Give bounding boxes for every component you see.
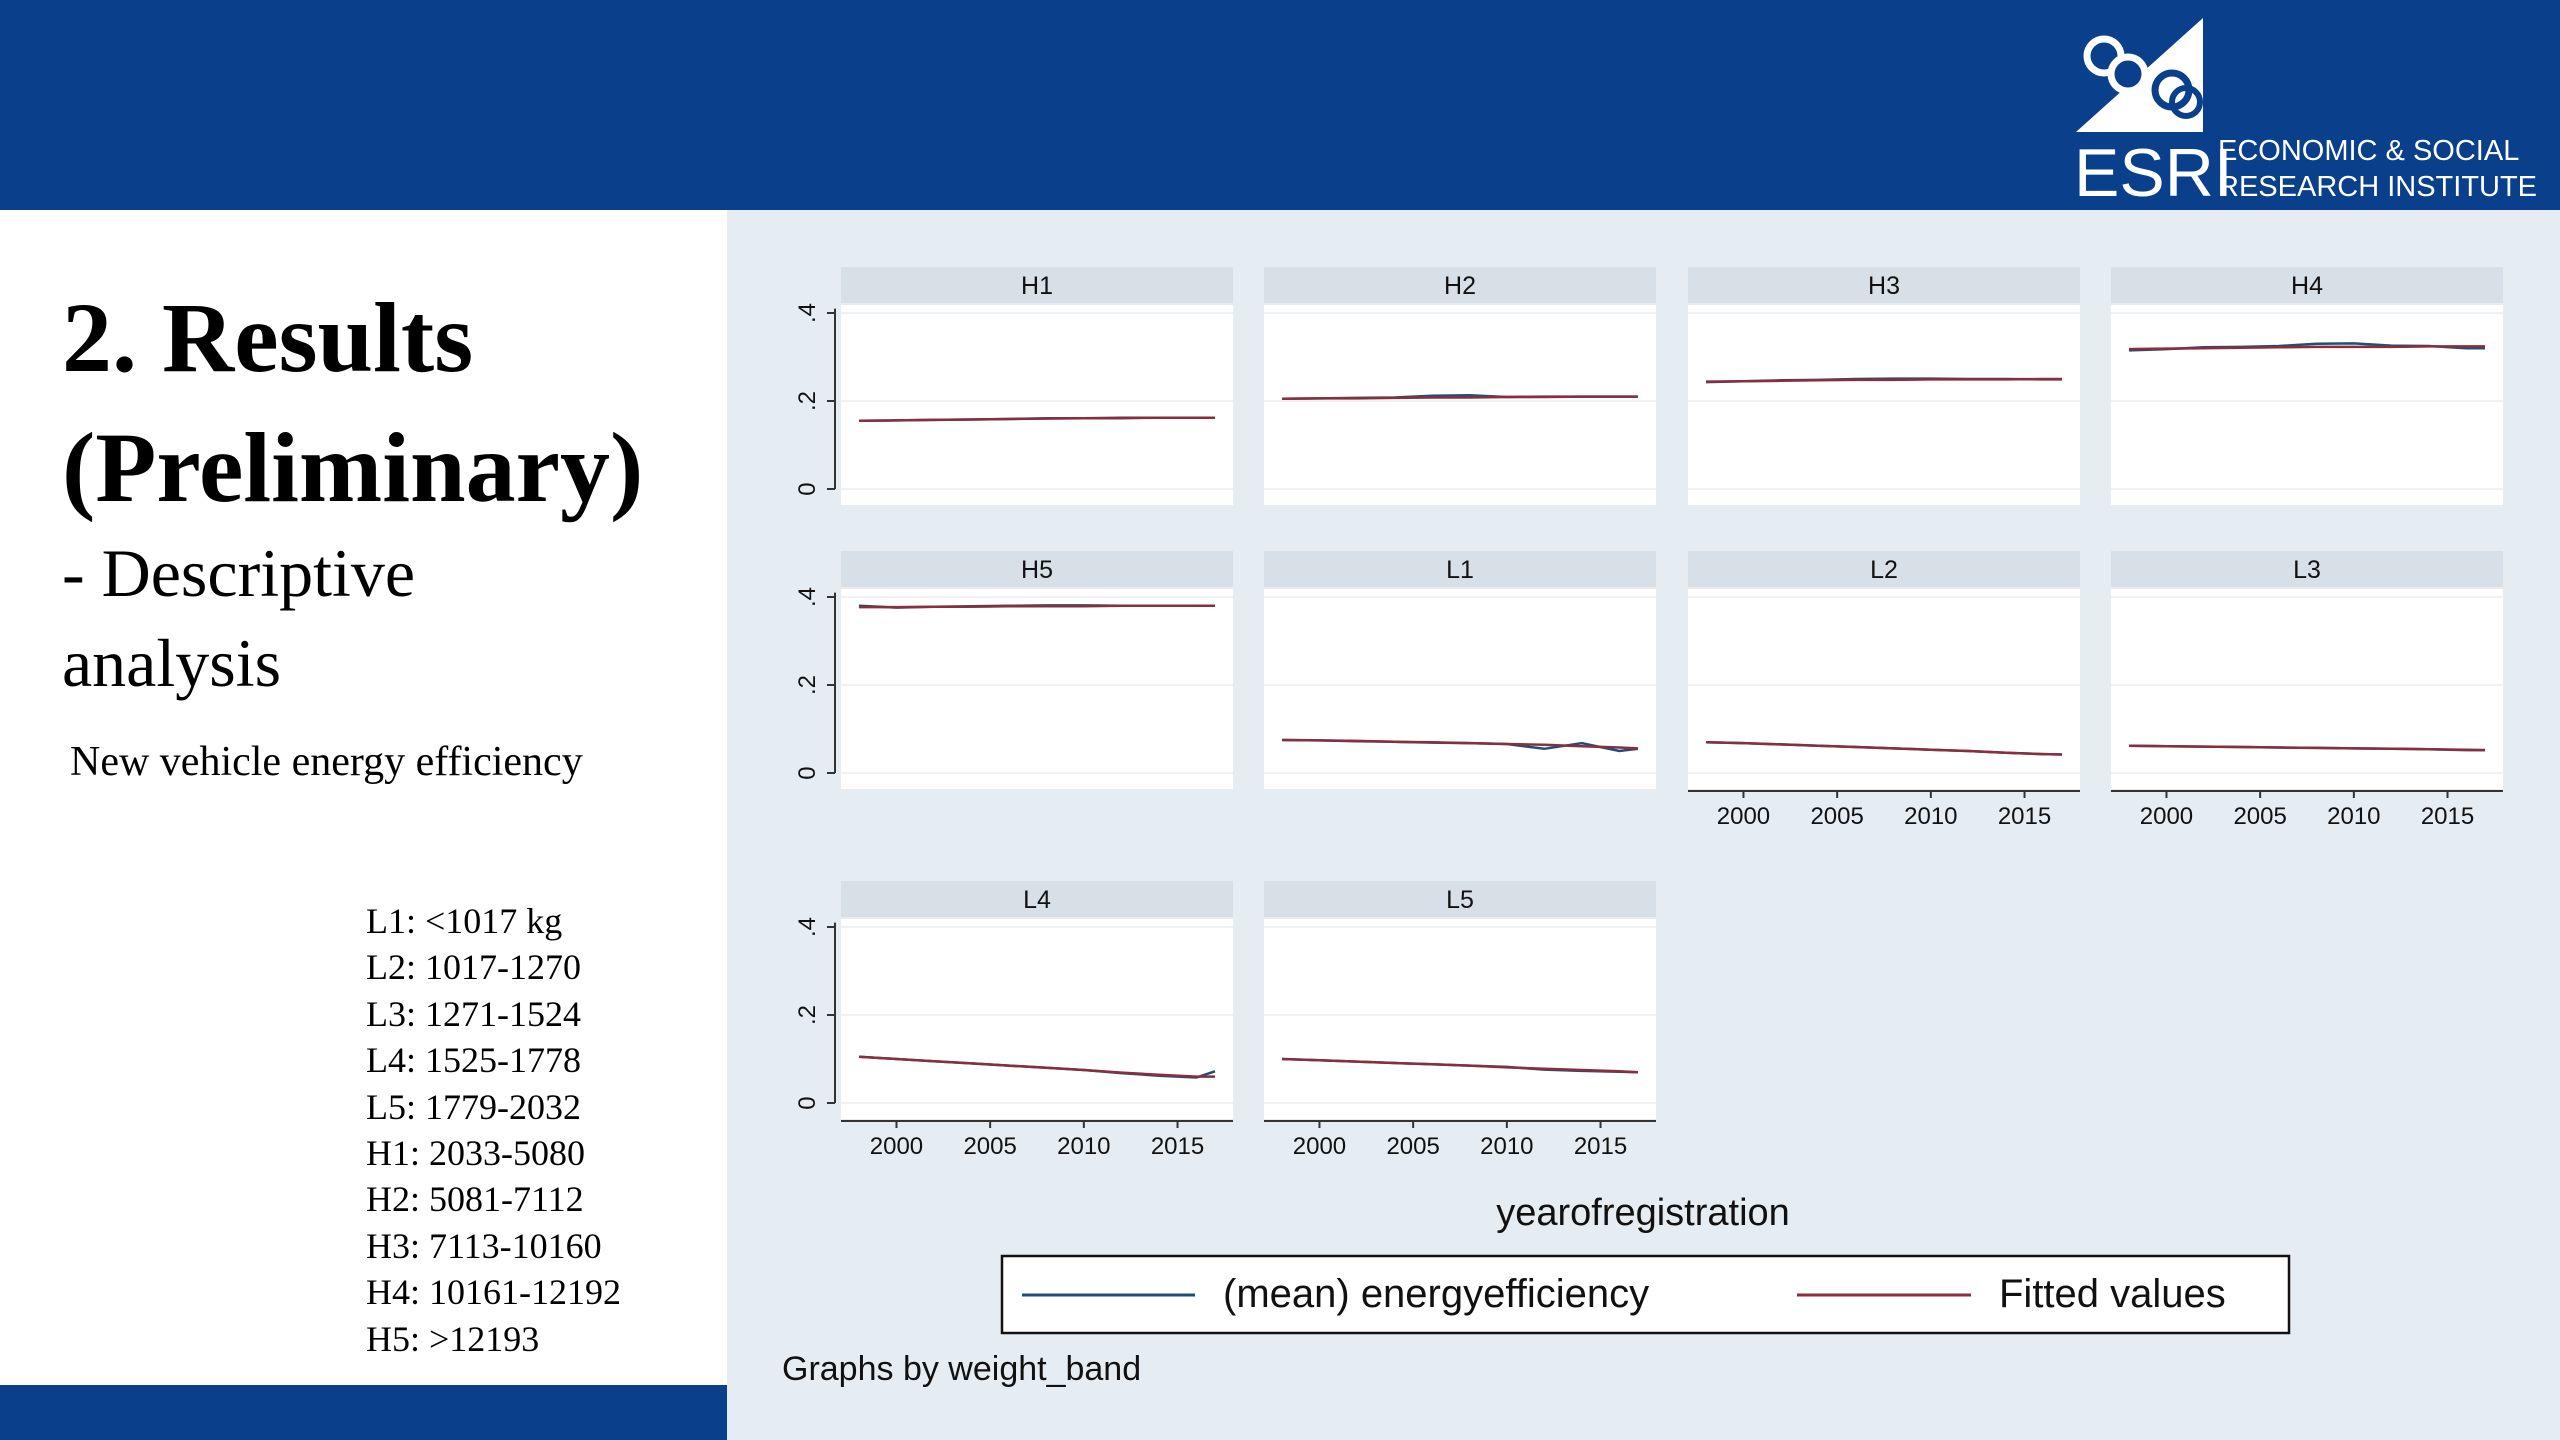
legend-box <box>1000 1254 2291 1335</box>
fitted-series-line <box>1705 740 2063 756</box>
band-item: H5: >12193 <box>366 1318 540 1359</box>
x-tick-label: 2010 <box>2327 803 2380 830</box>
x-tick-label: 2000 <box>1293 1133 1346 1160</box>
fitted-series-line <box>858 1055 1215 1078</box>
fitted-series-line <box>858 416 1215 423</box>
x-tick-label: 2005 <box>1386 1133 1439 1160</box>
panel-title: H5 <box>1021 556 1053 584</box>
x-tick-label: 2015 <box>1998 803 2051 830</box>
fitted-series-line <box>1281 738 1639 750</box>
x-tick-label: 2010 <box>1904 803 1957 830</box>
slide-note: New vehicle energy efficiency <box>70 739 583 785</box>
slide-subtitle-line2: analysis <box>62 625 282 701</box>
legend-label-fitted: Fitted values <box>1999 1272 2226 1316</box>
band-item: H2: 5081-7112 <box>366 1179 584 1220</box>
panel-strip <box>841 881 1233 917</box>
slide-title-line2: (Preliminary) <box>62 412 644 523</box>
x-tick-label: 2000 <box>1717 803 1770 830</box>
plot-area <box>1688 589 2080 789</box>
plot-area <box>1688 305 2080 505</box>
band-item: L3: 1271-1524 <box>366 993 581 1034</box>
panel-strip <box>1264 881 1656 917</box>
svg-text:RESEARCH INSTITUTE: RESEARCH INSTITUTE <box>2218 171 2537 203</box>
band-item: H4: 10161-12192 <box>366 1272 621 1313</box>
plot-area <box>841 919 1233 1119</box>
x-tick-label: 2005 <box>1810 803 1863 830</box>
band-item: H1: 2033-5080 <box>366 1133 585 1174</box>
y-tick-label: .4 <box>794 303 821 323</box>
fitted-series-line <box>1281 1057 1639 1074</box>
panel-title: L2 <box>1870 556 1898 584</box>
panel-strip <box>1688 551 2080 587</box>
slide-title: 2. Results <box>62 282 474 393</box>
panel-strip <box>2111 267 2503 303</box>
x-tick-label: 2000 <box>870 1133 923 1160</box>
band-item: L5: 1779-2032 <box>366 1086 581 1127</box>
x-tick-label: 2005 <box>963 1133 1016 1160</box>
band-item: L2: 1017-1270 <box>366 947 581 988</box>
y-tick-label: 0 <box>794 766 821 779</box>
x-tick-label: 2010 <box>1480 1133 1533 1160</box>
fitted-series-line <box>859 604 1215 609</box>
panel-strip <box>841 267 1233 303</box>
fitted-series-line <box>2128 345 2485 351</box>
svg-text:ESRI: ESRI <box>2074 135 2233 209</box>
x-tick-label: 2015 <box>1151 1133 1204 1160</box>
panel-strip <box>1688 267 2080 303</box>
fitted-series-line <box>1281 395 1638 401</box>
x-tick-label: 2005 <box>2233 803 2286 830</box>
slide-subtitle: - Descriptive <box>62 535 416 611</box>
y-tick-label: .2 <box>794 1005 821 1025</box>
panel-strip <box>2111 551 2503 587</box>
panel-strip <box>1264 551 1656 587</box>
x-tick-label: 2015 <box>1574 1133 1627 1160</box>
plot-area <box>1264 589 1656 789</box>
panel-strip <box>841 551 1233 587</box>
x-tick-label: 2015 <box>2421 803 2474 830</box>
legend-label-mean: (mean) energyefficiency <box>1223 1272 1649 1316</box>
band-item: L4: 1525-1778 <box>366 1040 581 1081</box>
panel-title: H2 <box>1444 272 1476 300</box>
x-tick-label: 2000 <box>2140 803 2193 830</box>
plot-area <box>841 589 1233 789</box>
plot-area <box>1264 305 1656 505</box>
y-tick-label: .2 <box>794 391 821 411</box>
fitted-series-line <box>2128 744 2486 752</box>
panel-title: L1 <box>1446 556 1474 584</box>
panel-title: L4 <box>1023 886 1051 914</box>
band-item: H3: 7113-10160 <box>366 1225 602 1266</box>
energy-efficiency-chart: H1 0 .2 .4 H2 H3 H4 H5 0 .2 .4 L1 L2 2000 2005 2010 2015… <box>782 267 2503 1388</box>
panel-title: H4 <box>2291 272 2323 300</box>
slide-text-panel <box>0 210 727 1385</box>
y-tick-label: .4 <box>794 587 821 607</box>
y-tick-label: 0 <box>794 1096 821 1109</box>
panel-title: H3 <box>1868 272 1900 300</box>
band-item: L1: <1017 kg <box>366 901 563 941</box>
x-tick-label: 2010 <box>1057 1133 1110 1160</box>
header-bar: ESRI ECONOMIC & SOCIAL RESEARCH INSTITUT… <box>0 0 2560 210</box>
svg-text:ECONOMIC & SOCIAL: ECONOMIC & SOCIAL <box>2218 135 2519 167</box>
plot-area <box>2111 589 2503 789</box>
y-tick-label: .2 <box>794 675 821 695</box>
panel-title: L3 <box>2293 556 2321 584</box>
plot-area <box>2111 305 2503 505</box>
y-tick-label: .4 <box>794 917 821 937</box>
plot-area <box>1264 919 1656 1119</box>
weight-band-list: L1: <1017 kg L2: 1017-1270 L3: 1271-1524… <box>366 898 621 1362</box>
panel-strip <box>1264 267 1656 303</box>
x-axis-title: yearofregistration <box>1496 1192 1790 1234</box>
fitted-series-line <box>1705 377 2062 383</box>
chart-note: Graphs by weight_band <box>782 1350 1141 1388</box>
footer-bar <box>0 1385 727 1440</box>
esri-logo: ESRI ECONOMIC & SOCIAL RESEARCH INSTITUT… <box>2074 18 2537 209</box>
y-tick-label: 0 <box>794 482 821 495</box>
plot-area <box>841 305 1233 505</box>
panel-title: L5 <box>1446 886 1474 914</box>
panel-title: H1 <box>1021 272 1053 300</box>
